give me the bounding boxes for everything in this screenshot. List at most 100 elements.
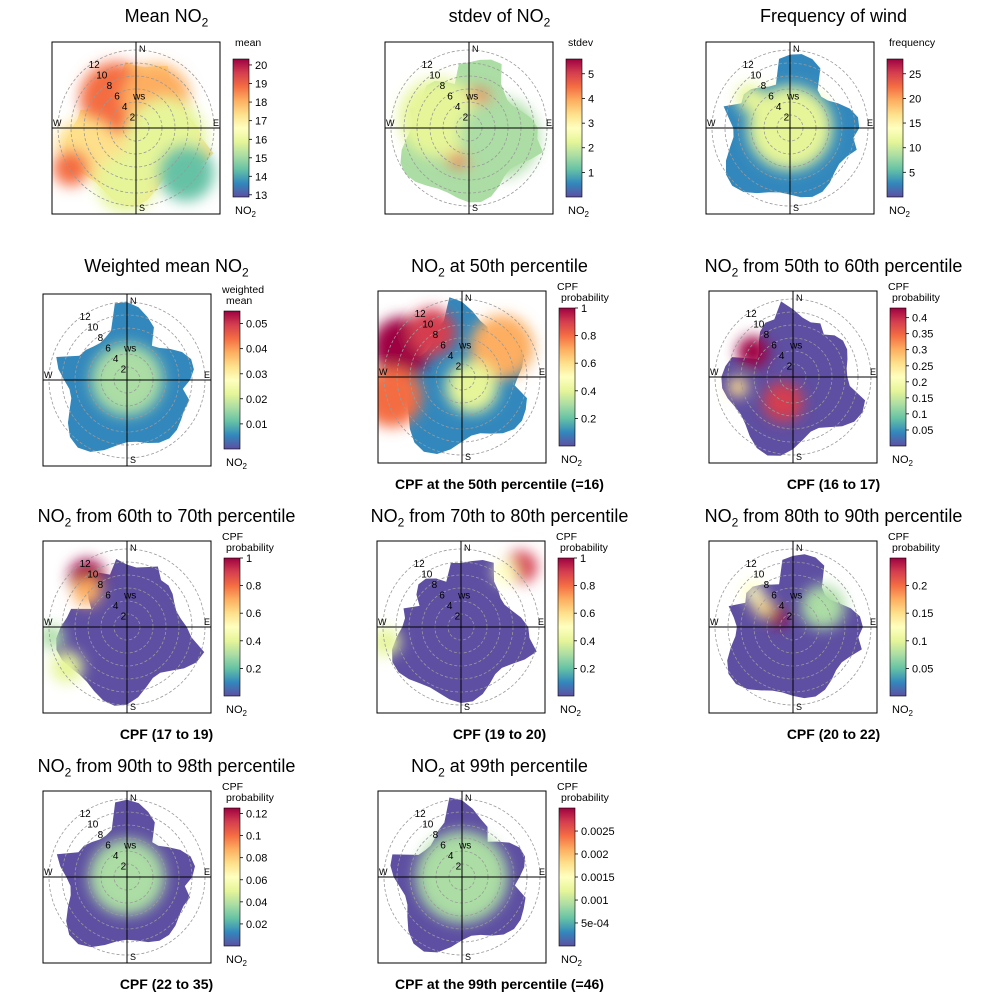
panel-title-text: Frequency of wind xyxy=(759,6,908,26)
heatmap-hotspot xyxy=(801,585,845,629)
ws-tick-label: 8 xyxy=(433,330,439,341)
heatmap-hotspot xyxy=(378,367,422,427)
legend-tick-label: 0.0025 xyxy=(581,826,615,838)
heatmap-surface xyxy=(378,297,534,454)
legend-title: weighted xyxy=(221,284,264,296)
heatmap-surface xyxy=(390,797,526,953)
legend-colorbar xyxy=(889,557,907,697)
legend-title: mean xyxy=(235,37,261,49)
heatmap-hotspots xyxy=(378,308,534,427)
ws-tick-label: 12 xyxy=(80,312,92,323)
ws-axis-label: ws xyxy=(786,91,799,102)
panel-title: NO2 at 50th percentile xyxy=(333,256,666,280)
legend-unit-subscript: 2 xyxy=(585,210,590,219)
heatmap-hotspots xyxy=(43,559,105,683)
legend-unit-text: NO xyxy=(226,457,243,469)
polar-panel: Frequency of wind N E S W 2 4 6 8 10 12 ws frequency… xyxy=(667,0,1000,250)
ws-tick-label: 6 xyxy=(440,840,446,851)
legend-tick-label: 0.4 xyxy=(580,636,595,648)
panel-title: stdev of NO2 xyxy=(333,6,666,30)
heatmap-base-region xyxy=(727,554,863,699)
compass-e-label: E xyxy=(539,867,545,877)
plot-frame xyxy=(384,41,554,215)
legend-tick-label: 0.2 xyxy=(581,413,596,425)
legend-tick-label: 5 xyxy=(909,167,915,179)
panel-caption: CPF (17 to 19) xyxy=(119,726,214,742)
compass-w-label: W xyxy=(379,367,388,377)
polar-panel: NO2 at 50th percentile N E S W 2 4 6 8 10 12 ws CPF p… xyxy=(333,250,666,500)
ws-axis-label: ws xyxy=(789,590,802,601)
legend-tick-label: 0.2 xyxy=(580,663,595,675)
polar-panel: NO2 from 70th to 80th percentile N E S W 2 4 6 8… xyxy=(333,500,666,750)
legend-unit-subscript: 2 xyxy=(578,959,583,968)
ws-tick-label: 8 xyxy=(432,580,438,591)
heatmap-hotspot xyxy=(158,145,214,201)
ws-tick-label: 2 xyxy=(455,611,461,622)
legend-unit-subscript: 2 xyxy=(906,210,911,219)
legend-title: CPF xyxy=(557,281,578,293)
legend-unit-subscript: 2 xyxy=(578,459,583,468)
ws-tick-label: 10 xyxy=(421,569,433,580)
legend-title: probability xyxy=(561,792,610,804)
legend-colorbar xyxy=(223,310,241,450)
legend-title: CPF xyxy=(222,531,243,543)
legend-tick-label: 0.15 xyxy=(912,608,933,620)
legend-unit-text: NO xyxy=(560,704,577,716)
ws-tick-label: 6 xyxy=(771,340,777,351)
panel-title-text: NO xyxy=(704,506,732,526)
compass-n-label: N xyxy=(130,543,137,553)
ws-tick-label: 2 xyxy=(121,861,127,872)
panel-title-suffix: at 99th percentile xyxy=(444,756,588,776)
legend-tick-label: 0.06 xyxy=(246,875,267,887)
ws-tick-label: 4 xyxy=(447,601,453,612)
heatmap-surface xyxy=(727,554,863,699)
legend-title: CPF xyxy=(557,781,578,793)
ws-tick-label: 10 xyxy=(87,322,99,333)
plot-frame xyxy=(376,540,546,714)
compass-e-label: E xyxy=(870,367,876,377)
ws-tick-label: 6 xyxy=(447,91,453,102)
compass-s-label: S xyxy=(130,952,136,962)
legend-tick-label: 0.05 xyxy=(246,319,267,331)
ws-tick-label: 12 xyxy=(746,559,758,570)
heatmap-surface xyxy=(723,54,860,198)
legend-tick-label: 0.08 xyxy=(246,853,267,865)
legend-title: stdev xyxy=(568,37,594,49)
legend-tick-label: 20 xyxy=(255,60,267,72)
panel-title-subscript: 2 xyxy=(438,765,445,780)
legend-tick-label: 19 xyxy=(255,79,267,91)
legend-tick-label: 20 xyxy=(909,93,921,105)
compass-w-label: W xyxy=(44,867,53,877)
legend-title: probability xyxy=(892,292,941,304)
legend-tick-label: 0.6 xyxy=(246,608,261,620)
ws-tick-label: 2 xyxy=(121,611,127,622)
ws-tick-label: 12 xyxy=(414,559,426,570)
legend-tick-label: 4 xyxy=(588,94,594,106)
legend-unit: NO2 xyxy=(889,205,911,219)
heatmap-hotspots xyxy=(377,551,537,656)
ws-tick-label: 10 xyxy=(750,70,762,81)
polar-panel: NO2 from 60th to 70th percentile N E S W 2 4 6 8… xyxy=(0,500,333,750)
ws-tick-label: 2 xyxy=(787,611,793,622)
plot-frame xyxy=(42,540,212,714)
panel-title-subscript: 2 xyxy=(438,265,445,280)
ws-axis-label: ws xyxy=(465,91,478,102)
panel-title: NO2 from 50th to 60th percentile xyxy=(667,256,1000,280)
compass-n-label: N xyxy=(130,296,137,306)
panel-caption: CPF (22 to 35) xyxy=(119,976,214,992)
ws-tick-label: 6 xyxy=(105,590,111,601)
compass-s-label: S xyxy=(796,702,802,712)
legend-unit-text: NO xyxy=(889,205,906,217)
compass-w-label: W xyxy=(710,367,719,377)
ws-axis-label: ws xyxy=(458,840,471,851)
legend-title: mean xyxy=(226,295,252,307)
ws-tick-label: 12 xyxy=(415,309,427,320)
legend-tick-label: 3 xyxy=(588,118,594,130)
heatmap-hotspots xyxy=(743,582,845,629)
panel-caption: CPF (19 to 20) xyxy=(452,726,547,742)
ws-tick-label: 2 xyxy=(787,361,793,372)
plot-frame xyxy=(42,293,212,467)
panel-title-subscript: 2 xyxy=(397,515,405,530)
